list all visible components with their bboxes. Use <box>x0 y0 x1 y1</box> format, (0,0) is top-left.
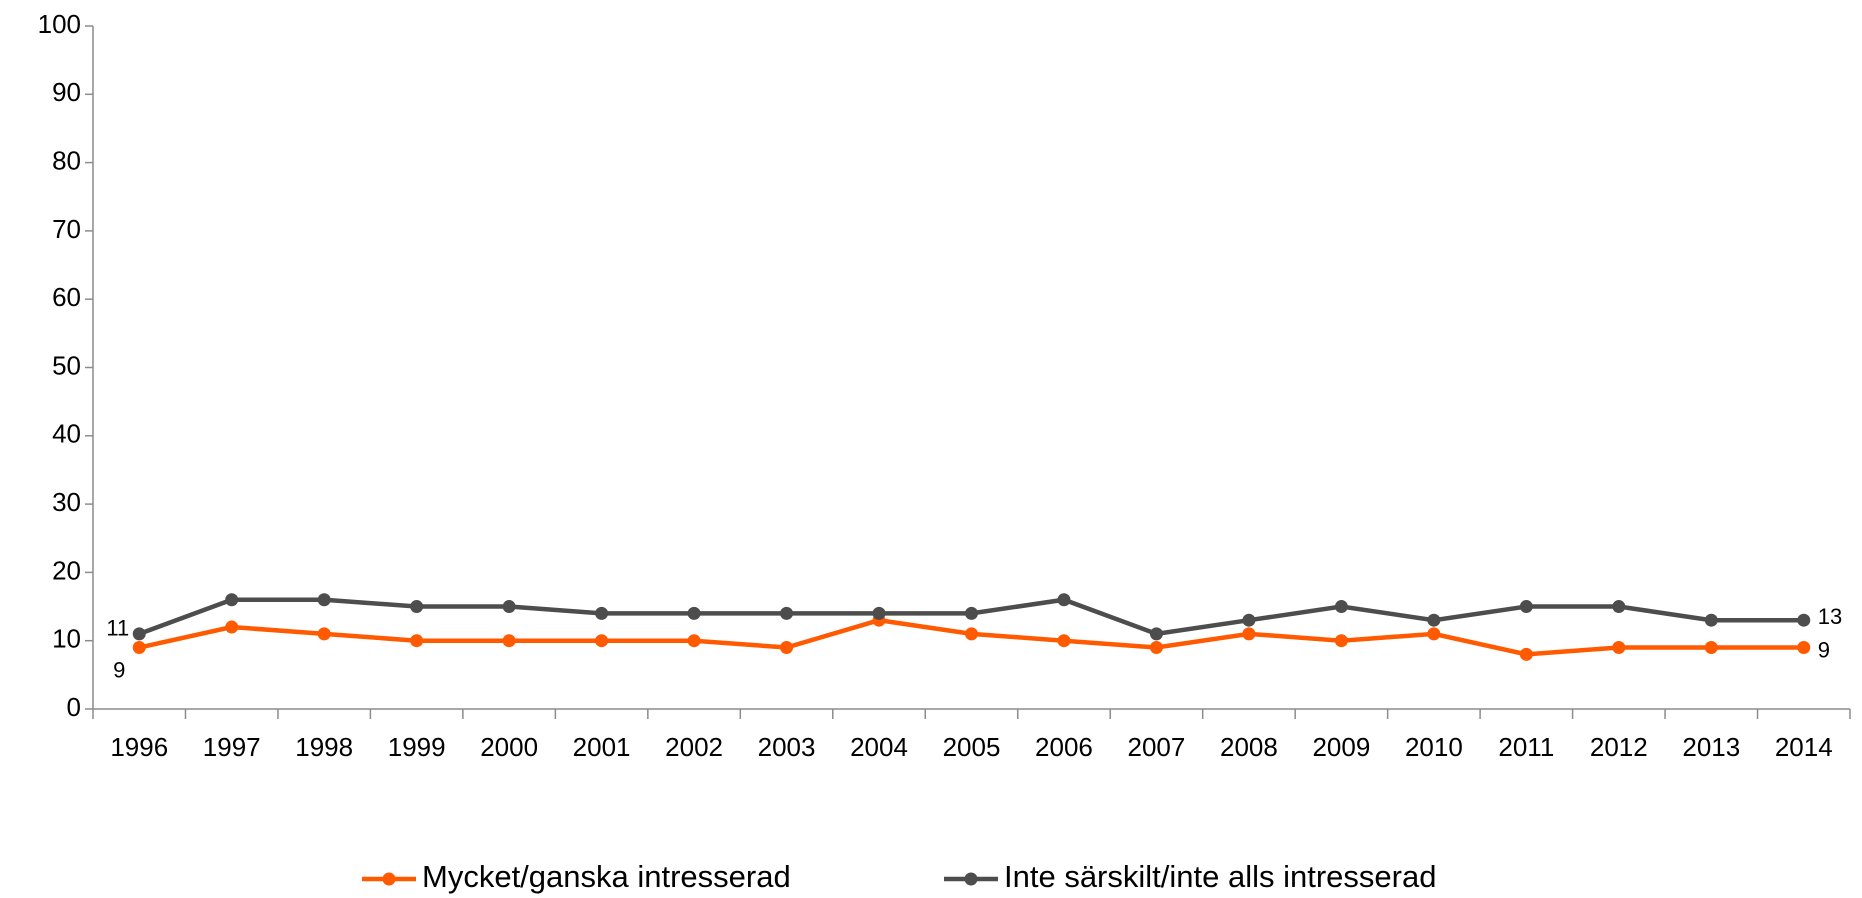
x-tick-label: 2005 <box>943 732 1001 762</box>
point <box>1427 627 1441 641</box>
y-tick-label: 30 <box>52 487 81 517</box>
y-tick-label: 40 <box>52 419 81 449</box>
x-tick-label: 2004 <box>850 732 908 762</box>
point <box>965 606 978 620</box>
point <box>1797 613 1811 627</box>
x-tick-label: 1996 <box>110 732 168 762</box>
point <box>780 606 794 620</box>
y-tick-label: 70 <box>52 214 81 244</box>
y-tick-label: 90 <box>52 77 81 107</box>
legend-label: Mycket/ganska intresserad <box>422 859 791 894</box>
point <box>1519 647 1533 661</box>
x-tick-label: 2013 <box>1682 732 1740 762</box>
x-tick-label: 2012 <box>1590 732 1648 762</box>
point <box>872 606 886 620</box>
point <box>1612 641 1626 655</box>
x-tick-label: 2007 <box>1128 732 1186 762</box>
point <box>502 634 516 648</box>
point <box>225 593 239 607</box>
point <box>1242 613 1256 627</box>
x-tick-label: 2008 <box>1220 732 1278 762</box>
data-label: 11 <box>106 616 129 641</box>
point <box>1519 600 1533 614</box>
y-tick-label: 20 <box>52 555 81 585</box>
point <box>1242 627 1256 641</box>
legend-label: Inte särskilt/inte alls intresserad <box>1004 859 1436 894</box>
point <box>1334 600 1348 614</box>
data-label: 9 <box>1818 637 1830 662</box>
y-tick-label: 100 <box>38 9 81 39</box>
point <box>317 627 331 641</box>
point <box>965 627 978 641</box>
point <box>410 600 424 614</box>
x-tick-label: 2003 <box>758 732 816 762</box>
point <box>1334 634 1348 648</box>
y-tick-label: 0 <box>67 692 81 722</box>
point <box>1149 641 1163 655</box>
point <box>1704 641 1718 655</box>
point <box>132 641 146 655</box>
legend-marker <box>964 872 978 886</box>
point <box>595 634 609 648</box>
point <box>1149 627 1163 641</box>
point <box>132 627 146 641</box>
x-tick-label: 1997 <box>203 732 261 762</box>
point <box>595 606 609 620</box>
point <box>410 634 424 648</box>
x-tick-label: 2006 <box>1035 732 1093 762</box>
x-tick-label: 2014 <box>1775 732 1833 762</box>
point <box>225 620 239 634</box>
x-tick-label: 2002 <box>665 732 723 762</box>
y-tick-label: 50 <box>52 350 81 380</box>
point <box>1704 613 1718 627</box>
y-tick-label: 10 <box>52 624 81 654</box>
x-tick-label: 2000 <box>480 732 538 762</box>
x-tick-label: 2011 <box>1498 732 1554 762</box>
point <box>1612 600 1626 614</box>
data-label: 13 <box>1818 604 1842 629</box>
x-tick-label: 1998 <box>295 732 353 762</box>
x-tick-label: 2001 <box>573 732 631 762</box>
point <box>687 634 701 648</box>
y-tick-label: 60 <box>52 282 81 312</box>
point <box>1797 641 1811 655</box>
point <box>780 641 794 655</box>
point <box>502 600 516 614</box>
point <box>1057 634 1071 648</box>
y-tick-label: 80 <box>52 145 81 175</box>
point <box>1427 613 1441 627</box>
data-label: 9 <box>113 657 125 682</box>
point <box>317 593 331 607</box>
legend-marker <box>382 872 396 886</box>
x-tick-label: 2010 <box>1405 732 1463 762</box>
point <box>687 606 701 620</box>
x-tick-label: 1999 <box>388 732 446 762</box>
point <box>1057 593 1071 607</box>
x-tick-label: 2009 <box>1312 732 1370 762</box>
